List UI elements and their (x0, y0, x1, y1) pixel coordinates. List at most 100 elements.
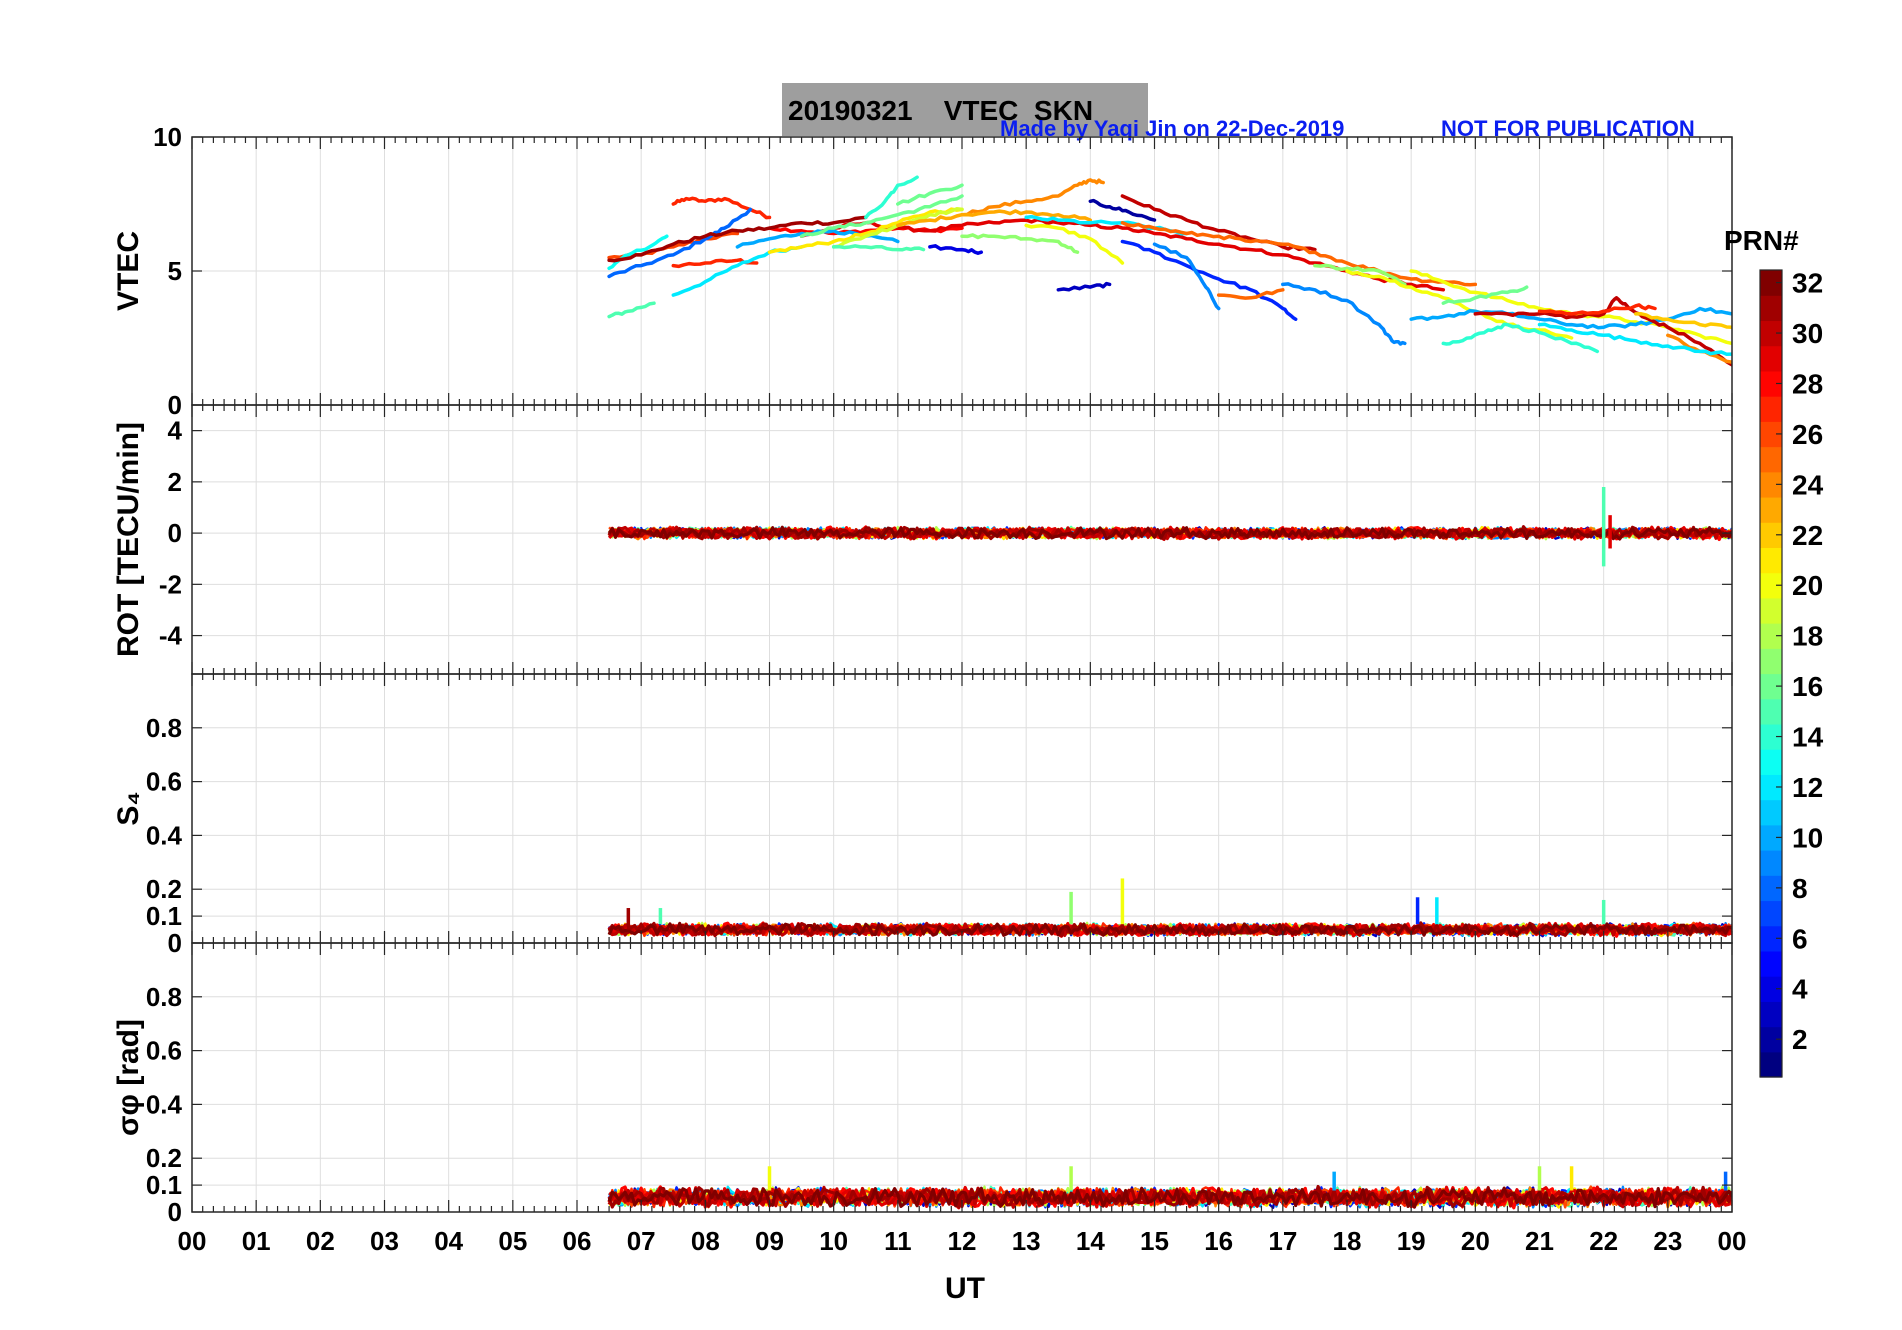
y-tick-label: 0 (168, 928, 182, 958)
vtec-series-prn-17 (960, 233, 1080, 254)
colorbar-segment (1760, 396, 1782, 422)
x-tick-label: 00 (1718, 1226, 1747, 1256)
vtec-series-prn-12 (1024, 214, 1189, 236)
data-area (607, 486, 1732, 567)
vtec-series-prn-15 (607, 301, 656, 319)
x-tick-label: 08 (691, 1226, 720, 1256)
x-ticks (191, 674, 1733, 943)
x-tick-label: 01 (242, 1226, 271, 1256)
rot-band-prn-32 (607, 525, 1732, 541)
x-tick-label: 20 (1461, 1226, 1490, 1256)
colorbar-segment (1760, 320, 1782, 347)
y-tick-label: 0.2 (146, 1143, 182, 1173)
vtec-series-prn-20 (1024, 223, 1125, 265)
x-tick-label: 23 (1653, 1226, 1682, 1256)
colorbar-segment (1760, 572, 1782, 599)
vtec-series-prn-22 (1634, 312, 1732, 330)
colorbar-tick-label: 32 (1792, 268, 1823, 299)
vtec-series-prn-30 (1120, 194, 1317, 252)
colorbar-tick-label: 20 (1792, 570, 1823, 601)
y-tick-label: 5 (168, 256, 182, 286)
colorbar-segment (1760, 749, 1782, 775)
x-ticks (191, 405, 1733, 674)
x-tick-label: 18 (1333, 1226, 1362, 1256)
vtec-series-prn-17 (1313, 263, 1407, 287)
y-tick-label: 0.8 (146, 713, 182, 743)
y-tick-label: 0 (168, 390, 182, 420)
colorbar-tick-label: 8 (1792, 873, 1808, 904)
grid-lines (192, 405, 1732, 674)
x-tick-label: 02 (306, 1226, 335, 1256)
chart-title: 20190321 VTEC SKN (788, 95, 1093, 126)
colorbar-tick-label: 22 (1792, 520, 1823, 551)
x-tick-label: 13 (1012, 1226, 1041, 1256)
vtec-series-prn-3 (1056, 281, 1112, 292)
vtec-series-prn-9 (1281, 282, 1407, 346)
vtec-series-prn-21 (767, 207, 964, 254)
colorbar-frame (1759, 269, 1783, 1078)
colorbar-tick-label: 26 (1792, 419, 1823, 450)
y-axis-label-rot: ROT [TECU/min] (112, 422, 145, 657)
vtec-series-prn-12 (1537, 322, 1732, 357)
x-tick-label: 09 (755, 1226, 784, 1256)
panel-vtec: 0 5 10 VTEC (112, 122, 1733, 420)
vtec-series-prn-27 (671, 196, 772, 220)
colorbar-segment (1760, 925, 1782, 952)
x-axis-label: UT (945, 1272, 985, 1305)
colorbar-segment (1760, 698, 1782, 725)
grid-lines (192, 674, 1732, 943)
colorbar-segment (1760, 270, 1782, 296)
y-tick-label: 0 (168, 1197, 182, 1227)
colorbar-tick-label: 2 (1792, 1024, 1808, 1055)
y-axis-label-s4: S₄ (112, 791, 145, 825)
y-tick-label: 0.4 (146, 820, 183, 850)
colorbar-tick-label: 12 (1792, 772, 1823, 803)
x-tick-label: 21 (1525, 1226, 1554, 1256)
colorbar-title: PRN# (1724, 225, 1799, 256)
y-tick-label: 0 (168, 518, 182, 548)
colorbar-segment (1760, 295, 1782, 322)
colorbar-segment (1760, 799, 1782, 826)
data-area (607, 1166, 1732, 1210)
x-tick-label: 12 (948, 1226, 977, 1256)
y-tick-label: -4 (159, 621, 183, 651)
vtec-series-prn-14 (1441, 322, 1600, 354)
colorbar-segment (1760, 1051, 1782, 1078)
x-tick-label: 06 (563, 1226, 592, 1256)
vtec-series-prn-27 (1537, 303, 1657, 316)
vtec-series-prn-16 (896, 183, 964, 206)
colorbar-segment (1760, 673, 1782, 700)
y-axis-label-sigma_phi: σφ [rad] (112, 1019, 145, 1136)
data-area (607, 878, 1732, 938)
x-axis: 00 01 02 03 04 05 06 07 08 09 10 11 12 13 14 15 16 17 18 19… (178, 1226, 1747, 1256)
vtec-series-prn-31 (607, 215, 868, 263)
vtec-series-prn-16 (1441, 285, 1529, 305)
colorbar-segment (1760, 597, 1782, 624)
colorbar-tick-label: 28 (1792, 368, 1823, 399)
grid-lines (192, 137, 1732, 405)
x-tick-label: 14 (1076, 1226, 1105, 1256)
y-tick-label: 0.6 (146, 1036, 182, 1066)
colorbar-segment (1760, 345, 1782, 372)
colorbar-segment (1760, 976, 1782, 1002)
vtec-series-prn-25 (1120, 221, 1478, 287)
vtec-series-prn-16 (799, 194, 964, 238)
x-tick-label: 16 (1204, 1226, 1233, 1256)
x-tick-label: 22 (1589, 1226, 1618, 1256)
y-tick-label: 0.6 (146, 767, 182, 797)
y-tick-label: 2 (168, 467, 182, 497)
colorbar-segment (1760, 723, 1782, 750)
colorbar-segment (1760, 774, 1782, 801)
x-tick-label: 11 (884, 1226, 912, 1256)
vtec-series-prn-25 (1216, 288, 1285, 300)
colorbar-segment (1760, 547, 1782, 574)
data-area (607, 175, 1732, 367)
colorbar-segment (1760, 648, 1782, 675)
x-tick-label: 19 (1397, 1226, 1426, 1256)
colorbar-segment (1760, 370, 1782, 397)
y-tick-label: 10 (153, 122, 182, 152)
grid-lines (192, 943, 1732, 1212)
y-tick-label: 0.2 (146, 874, 182, 904)
